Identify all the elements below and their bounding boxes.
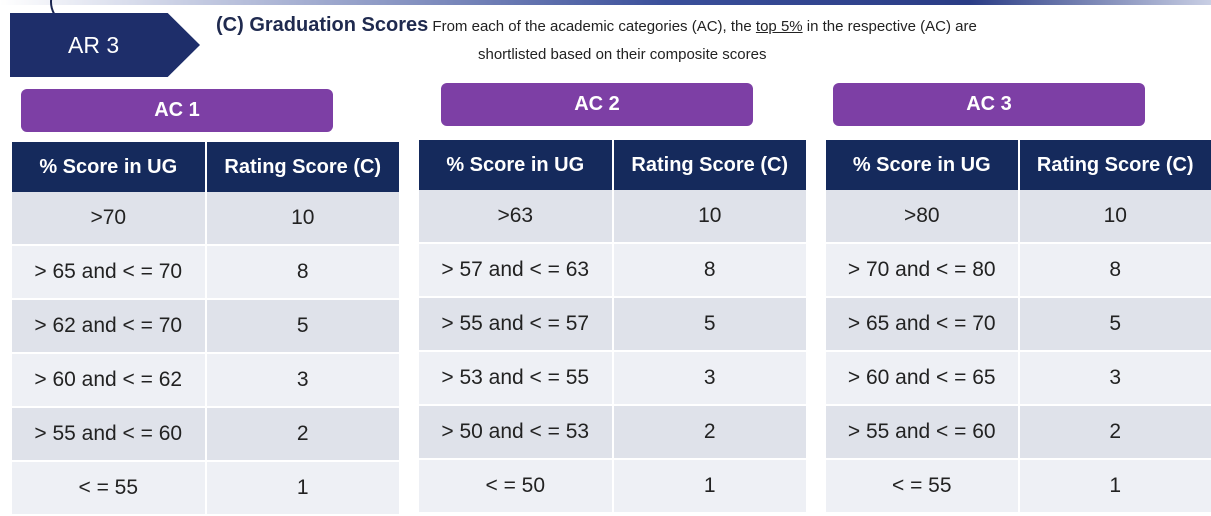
- column-header-score: % Score in UG: [12, 142, 206, 192]
- heading-text-before: From each of the academic categories (AC…: [428, 18, 756, 35]
- score-cell: > 50 and < = 53: [419, 405, 613, 459]
- rating-cell: 5: [613, 297, 807, 351]
- heading-line-2: shortlisted based on their composite sco…: [216, 42, 1116, 68]
- column-header-rating: Rating Score (C): [613, 140, 807, 190]
- top-accent-line: [0, 0, 1211, 5]
- heading-title: (C) Graduation Scores: [216, 14, 428, 36]
- score-cell: > 53 and < = 55: [419, 351, 613, 405]
- rating-cell: 10: [206, 192, 400, 245]
- rating-cell: 10: [1019, 190, 1211, 243]
- score-cell: > 70 and < = 80: [826, 243, 1019, 297]
- score-cell: > 55 and < = 60: [12, 407, 206, 461]
- ac3-pill: AC 3: [833, 83, 1145, 126]
- column-header-score: % Score in UG: [419, 140, 613, 190]
- rating-cell: 3: [1019, 351, 1211, 405]
- ac1-label: AC 1: [154, 99, 200, 122]
- score-cell: > 57 and < = 63: [419, 243, 613, 297]
- score-cell: < = 50: [419, 459, 613, 513]
- score-cell: > 55 and < = 60: [826, 405, 1019, 459]
- score-cell: >63: [419, 190, 613, 243]
- column-header-rating: Rating Score (C): [206, 142, 400, 192]
- rating-cell: 3: [206, 353, 400, 407]
- score-cell: >70: [12, 192, 206, 245]
- heading-text-after: in the respective (AC) are: [803, 18, 977, 35]
- rating-cell: 2: [1019, 405, 1211, 459]
- table-header-row: % Score in UG Rating Score (C): [826, 140, 1211, 190]
- rating-cell: 2: [206, 407, 400, 461]
- ac1-pill: AC 1: [21, 89, 333, 132]
- rating-cell: 10: [613, 190, 807, 243]
- ac2-pill: AC 2: [441, 83, 753, 126]
- table-header-row: % Score in UG Rating Score (C): [12, 142, 399, 192]
- score-cell: > 60 and < = 62: [12, 353, 206, 407]
- ac2-label: AC 2: [574, 93, 620, 116]
- rating-cell: 3: [613, 351, 807, 405]
- ac3-label: AC 3: [966, 93, 1012, 116]
- rating-cell: 2: [613, 405, 807, 459]
- score-cell: > 60 and < = 65: [826, 351, 1019, 405]
- heading-underlined-text: top 5%: [756, 18, 803, 35]
- ar-tag-label: AR 3: [10, 13, 200, 77]
- score-cell: < = 55: [12, 461, 206, 515]
- rating-cell: 8: [206, 245, 400, 299]
- ar-tag-text: AR 3: [68, 32, 119, 59]
- rating-cell: 8: [613, 243, 807, 297]
- column-header-score: % Score in UG: [826, 140, 1019, 190]
- table-header-row: % Score in UG Rating Score (C): [419, 140, 806, 190]
- rating-cell: 5: [1019, 297, 1211, 351]
- section-heading: (C) Graduation Scores From each of the a…: [216, 10, 1116, 68]
- score-cell: < = 55: [826, 459, 1019, 513]
- rating-cell: 1: [206, 461, 400, 515]
- rating-cell: 1: [613, 459, 807, 513]
- rating-cell: 5: [206, 299, 400, 353]
- score-cell: > 65 and < = 70: [826, 297, 1019, 351]
- score-cell: > 65 and < = 70: [12, 245, 206, 299]
- rating-cell: 1: [1019, 459, 1211, 513]
- score-cell: > 55 and < = 57: [419, 297, 613, 351]
- rating-cell: 8: [1019, 243, 1211, 297]
- score-cell: > 62 and < = 70: [12, 299, 206, 353]
- column-header-rating: Rating Score (C): [1019, 140, 1211, 190]
- score-cell: >80: [826, 190, 1019, 243]
